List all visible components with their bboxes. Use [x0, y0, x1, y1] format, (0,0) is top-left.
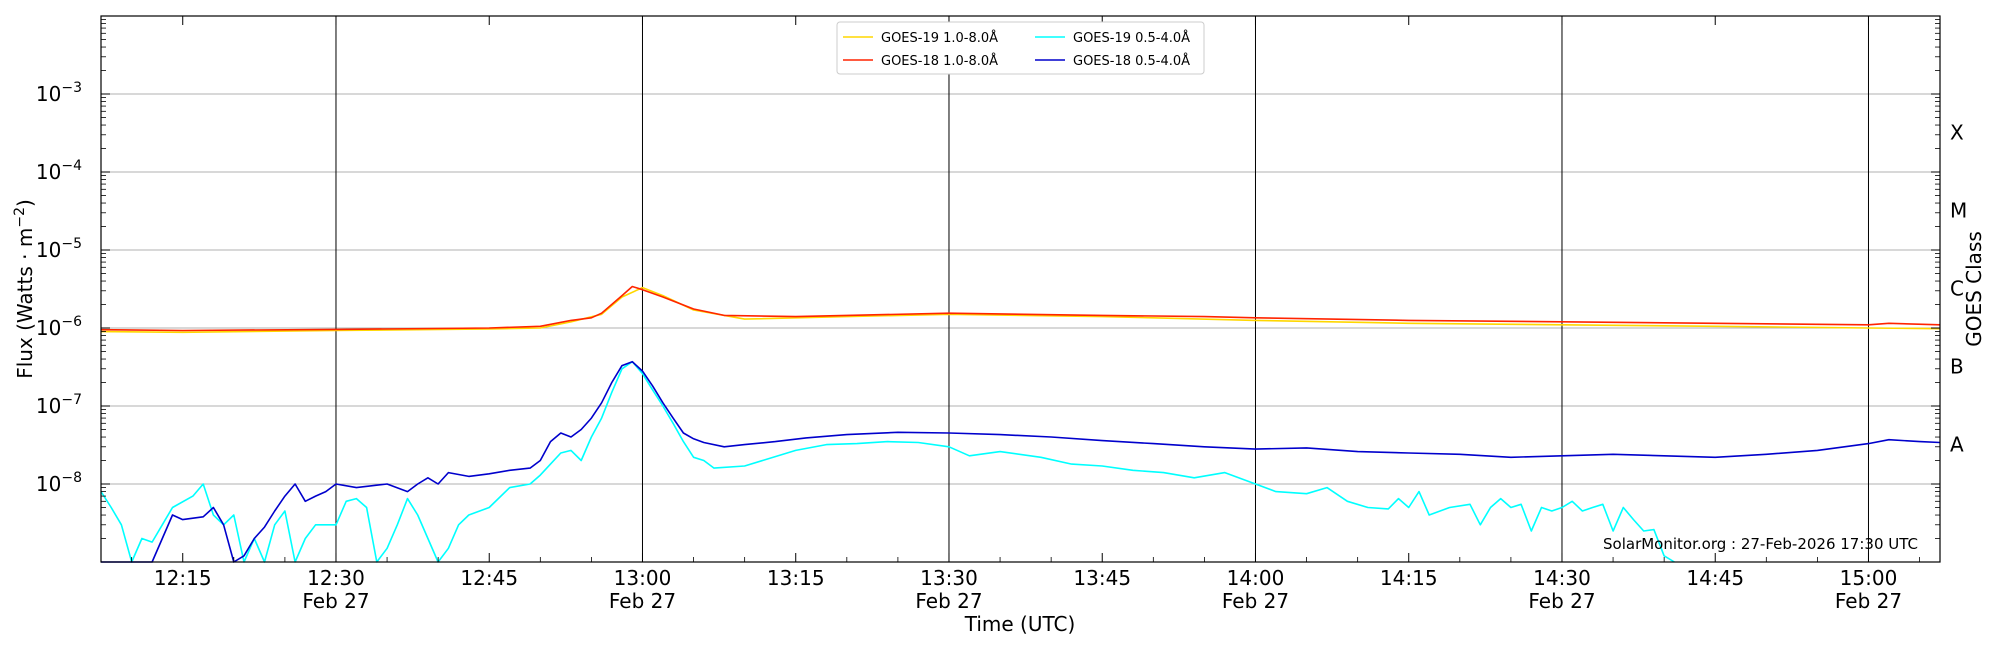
- x-tick-date-label: Feb 27: [302, 589, 369, 613]
- legend-label-goes19-long: GOES-19 1.0-8.0Å: [881, 30, 998, 46]
- x-tick-label: 13:15: [767, 566, 825, 590]
- y-axis-label-exponent: −2: [12, 207, 28, 228]
- y-tick-label: 10−7: [36, 392, 82, 418]
- y-tick-label: 10−4: [36, 158, 82, 184]
- x-tick-date-label: Feb 27: [609, 589, 676, 613]
- y-tick-label-base: 10: [36, 316, 61, 340]
- y-tick-label-exponent: −7: [61, 392, 82, 408]
- series-line-0: [100, 286, 1941, 334]
- y-tick-label-base: 10: [36, 238, 61, 262]
- x-tick-label: 12:30: [307, 566, 365, 590]
- goes-class-label: B: [1950, 355, 1964, 379]
- goes-class-label: A: [1950, 433, 1964, 457]
- goes-class-axis-label: GOES Class: [1962, 231, 1986, 347]
- x-tick-date-label: Feb 27: [1528, 589, 1595, 613]
- legend-box: [836, 21, 1205, 75]
- legend-label-goes18-long: GOES-18 1.0-8.0Å: [881, 53, 998, 69]
- y-tick-label-exponent: −5: [61, 236, 82, 252]
- x-tick-label: 12:45: [460, 566, 518, 590]
- y-tick-label-exponent: −4: [61, 158, 82, 174]
- y-tick-label: 10−8: [36, 470, 82, 496]
- x-tick-label: 14:30: [1533, 566, 1591, 590]
- y-tick-label: 10−6: [36, 314, 82, 340]
- x-tick-label: 13:45: [1073, 566, 1131, 590]
- legend-label-goes19-short: GOES-19 0.5-4.0Å: [1073, 30, 1190, 46]
- y-axis-label-main: Flux (Watts · m: [13, 228, 37, 379]
- x-tick-label: 15:00: [1840, 566, 1898, 590]
- y-tick-label-exponent: −6: [61, 314, 82, 330]
- y-tick-label-base: 10: [36, 82, 61, 106]
- x-tick-label: 14:15: [1380, 566, 1438, 590]
- series-line-2: [100, 360, 1675, 563]
- vertical-gridlines: [335, 16, 1869, 562]
- x-axis-label: Time (UTC): [964, 612, 1076, 636]
- x-tick-date-label: Feb 27: [915, 589, 982, 613]
- x-tick-date-label: Feb 27: [1222, 589, 1289, 613]
- y-axis-label-close: ): [13, 199, 37, 207]
- y-tick-label-exponent: −3: [61, 80, 82, 96]
- goes-class-label: X: [1950, 121, 1964, 145]
- series-line-3: [101, 360, 1941, 563]
- plot-frame: [100, 15, 1941, 563]
- y-tick-label-exponent: −8: [61, 470, 82, 486]
- goes-class-label: M: [1950, 199, 1967, 223]
- series-layer: [100, 285, 1941, 563]
- x-tick-date-label: Feb 27: [1835, 589, 1902, 613]
- y-tick-label: 10−5: [36, 236, 82, 262]
- legend-label-goes18-short: GOES-18 0.5-4.0Å: [1073, 53, 1190, 69]
- goes-class-labels: X M C B A: [1950, 121, 1967, 457]
- x-tick-label: 13:00: [614, 566, 672, 590]
- y-axis-label: Flux (Watts · m−2): [12, 199, 37, 379]
- series-line-1: [100, 285, 1941, 332]
- credit-text: SolarMonitor.org : 27-Feb-2026 17:30 UTC: [1603, 535, 1918, 553]
- goes-class-label: C: [1950, 277, 1964, 301]
- y-tick-label-base: 10: [36, 160, 61, 184]
- x-tick-label: 13:30: [920, 566, 978, 590]
- x-tick-label: 12:15: [154, 566, 212, 590]
- y-tick-label-base: 10: [36, 394, 61, 418]
- y-tick-label-base: 10: [36, 472, 61, 496]
- x-tick-label: 14:00: [1227, 566, 1285, 590]
- y-tick-label: 10−3: [36, 80, 82, 106]
- x-tick-label: 14:45: [1686, 566, 1744, 590]
- y-axis-ticks: 10−810−710−610−510−410−3: [36, 19, 1940, 539]
- legend: GOES-19 1.0-8.0Å GOES-18 1.0-8.0Å GOES-1…: [836, 21, 1205, 75]
